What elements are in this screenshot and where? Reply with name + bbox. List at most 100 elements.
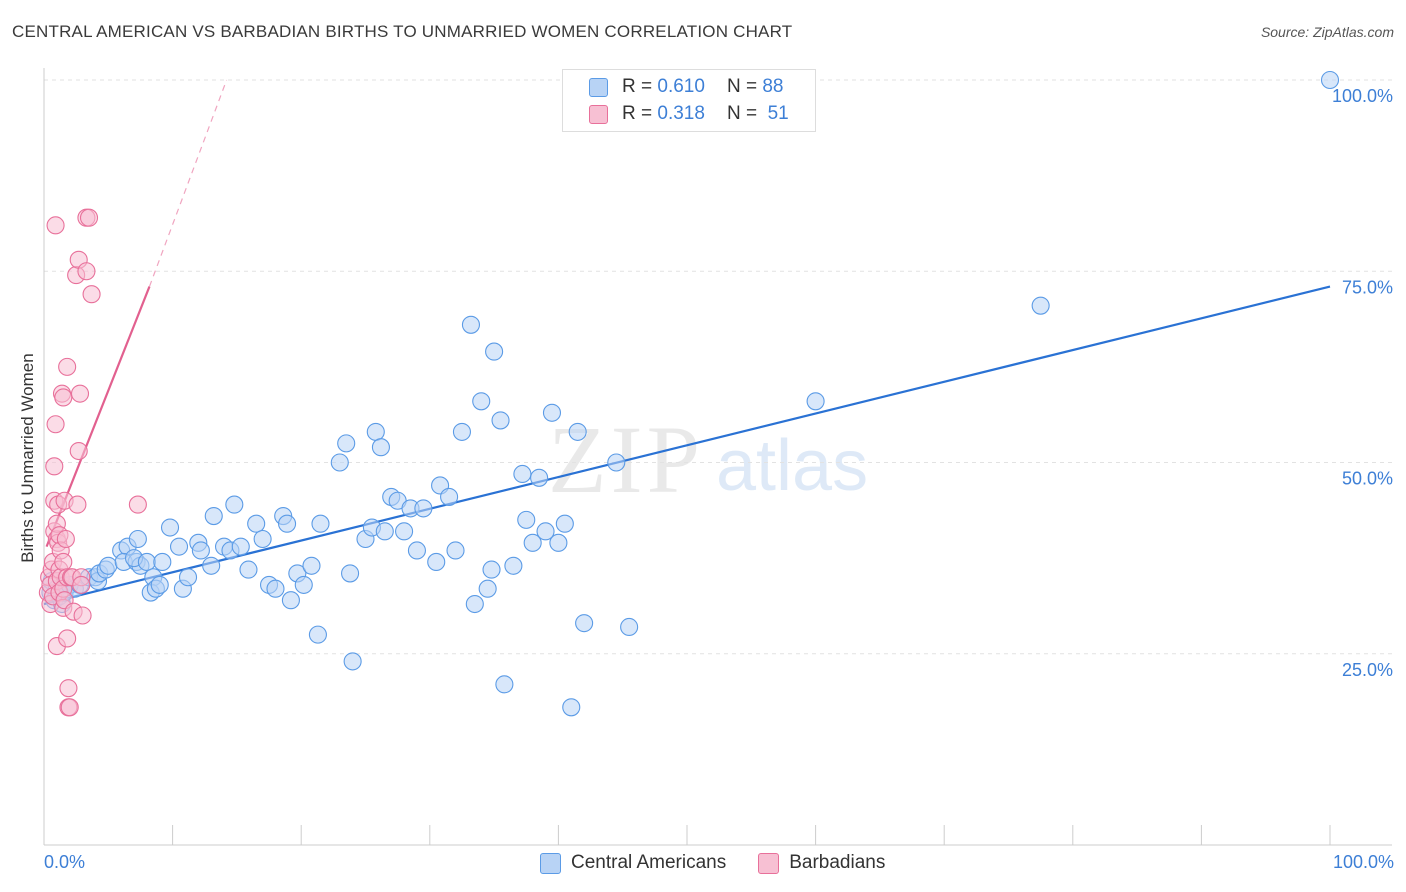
point-barbadians (46, 415, 65, 434)
data-points (38, 70, 1340, 717)
trend-line-barbadians-extension (148, 79, 228, 287)
point-barbadians (58, 629, 77, 648)
point-central-americans (239, 560, 258, 579)
point-barbadians (60, 698, 79, 717)
point-central-americans (202, 556, 221, 575)
point-barbadians (128, 495, 147, 514)
point-central-americans (178, 568, 198, 587)
point-central-americans (204, 506, 223, 526)
point-central-americans (461, 315, 481, 334)
legend-n-label: N = (726, 76, 758, 97)
point-barbadians (45, 457, 64, 476)
point-central-americans (99, 556, 118, 575)
point-central-americans (513, 464, 532, 484)
point-central-americans (536, 522, 555, 541)
trend-lines (43, 79, 1331, 606)
point-central-americans (247, 514, 266, 533)
point-central-americans (620, 617, 639, 637)
source-label: Source: ZipAtlas.com (1260, 24, 1394, 40)
watermark: ZIP atlas (548, 406, 868, 513)
point-central-americans (341, 564, 360, 583)
point-central-americans (253, 529, 272, 549)
point-central-americans (542, 403, 562, 422)
point-barbadians (58, 357, 77, 376)
point-central-americans (452, 422, 472, 441)
point-central-americans (485, 342, 504, 361)
point-central-americans (504, 556, 523, 575)
x-tick-label-max: 100.0% (1332, 852, 1394, 872)
point-central-americans (231, 537, 250, 556)
point-central-americans (266, 579, 285, 598)
trend-line-central-americans (43, 285, 1331, 606)
point-central-americans (407, 541, 426, 560)
point-central-americans (395, 522, 414, 541)
legend-n-value-central-americans: 88 (762, 76, 784, 97)
point-central-americans (366, 422, 385, 441)
point-central-americans (482, 560, 501, 579)
legend-swatch-barbadians (758, 852, 780, 874)
point-barbadians (54, 552, 73, 572)
point-central-americans (225, 495, 244, 514)
legend-r-value-central-americans: 0.610 (657, 76, 705, 97)
point-central-americans (491, 411, 510, 430)
point-barbadians (73, 606, 92, 625)
point-central-americans (294, 575, 313, 594)
point-central-americans (446, 541, 465, 560)
stats-legend: R = 0.610 N = 88 R = 0.318 N = 51 (562, 69, 816, 132)
legend-label-central-americans: Central Americans (571, 852, 727, 873)
point-barbadians (82, 285, 101, 304)
tick-labels: 25.0% 50.0% 75.0% 100.0% (1332, 86, 1393, 680)
point-central-americans (530, 468, 549, 487)
legend-r-value-barbadians: 0.318 (657, 103, 705, 124)
legend-n-label: N = (726, 103, 758, 124)
legend-n-value-barbadians: 51 (767, 103, 789, 124)
point-barbadians (59, 679, 78, 698)
point-central-americans (308, 625, 327, 644)
y-tick-label: 50.0% (1342, 469, 1393, 489)
point-central-americans (427, 552, 446, 572)
point-central-americans (1031, 296, 1050, 315)
point-barbadians (72, 575, 91, 594)
point-central-americans (1320, 70, 1340, 90)
y-tick-label: 100.0% (1332, 86, 1393, 106)
point-central-americans (555, 514, 574, 533)
point-barbadians (46, 216, 65, 235)
legend-r-label: R = (622, 103, 653, 124)
point-central-americans (150, 575, 169, 594)
point-central-americans (281, 591, 300, 610)
point-central-americans (478, 579, 497, 598)
legend-swatch-central-americans (540, 852, 561, 874)
point-central-americans (169, 537, 189, 556)
point-central-americans (153, 552, 172, 572)
point-barbadians (69, 441, 88, 461)
point-central-americans (337, 434, 356, 453)
point-barbadians (70, 384, 90, 403)
point-central-americans (472, 392, 491, 411)
point-central-americans (137, 552, 156, 572)
point-barbadians (79, 208, 99, 227)
point-barbadians (68, 495, 87, 514)
point-central-americans (311, 514, 330, 533)
point-central-americans (191, 541, 210, 560)
point-central-americans (549, 533, 568, 552)
point-barbadians (54, 388, 73, 407)
legend-swatch-barbadians (589, 104, 608, 124)
point-central-americans (330, 453, 349, 472)
point-central-americans (160, 518, 180, 537)
legend-label-barbadians: Barbadians (789, 852, 886, 873)
point-central-americans (375, 522, 394, 541)
series-legend: Central Americans Barbadians (540, 852, 917, 874)
point-central-americans (440, 487, 459, 506)
point-central-americans (523, 533, 542, 552)
point-central-americans (414, 499, 433, 518)
point-barbadians (77, 262, 96, 281)
point-central-americans (128, 529, 147, 549)
legend-item-central-americans: Central Americans (540, 852, 726, 874)
legend-item-barbadians: Barbadians (758, 852, 885, 874)
legend-row-central-americans: R = 0.610 N = 88 (589, 76, 783, 98)
y-tick-label: 25.0% (1342, 660, 1393, 680)
point-central-americans (278, 514, 297, 533)
legend-row-barbadians: R = 0.318 N = 51 (589, 103, 789, 125)
point-central-americans (517, 510, 536, 529)
